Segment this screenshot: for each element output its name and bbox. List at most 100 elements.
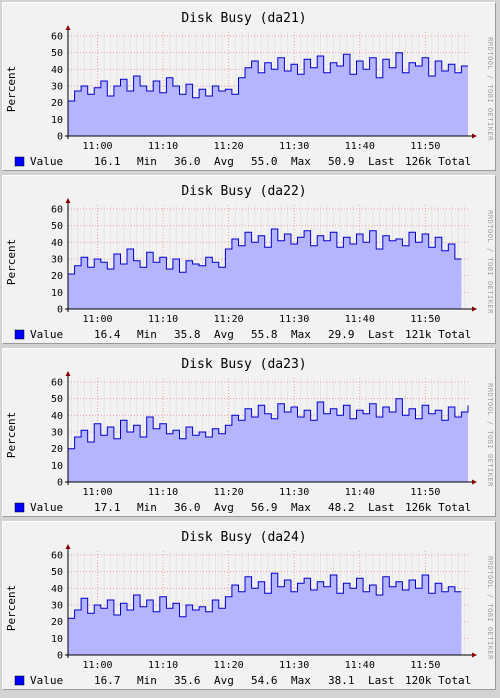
legend-last-value: 17.1 bbox=[94, 501, 121, 514]
legend-swatch bbox=[14, 502, 25, 513]
legend-max-label: Max bbox=[291, 501, 311, 514]
legend-total: 126k Total bbox=[405, 155, 471, 168]
x-tick-label: 11:40 bbox=[345, 141, 375, 152]
x-tick-label: 11:30 bbox=[279, 141, 309, 152]
x-axis-arrow bbox=[472, 479, 477, 485]
legend-total: 126k Total bbox=[405, 501, 471, 514]
x-axis-arrow bbox=[472, 306, 477, 312]
plot-group: 0 10 20 30 40 50 60 11:00 11:10 11:20 11:30 11:40 11… bbox=[51, 25, 477, 152]
legend-min-label: Min bbox=[137, 501, 157, 514]
graph-panel-da21: Disk Busy (da21) Percent RRDTOOL / TOBI … bbox=[2, 2, 496, 171]
y-axis-arrow bbox=[65, 371, 71, 376]
x-tick-label: 11:50 bbox=[410, 487, 440, 498]
legend-avg-label: Avg bbox=[214, 155, 234, 168]
legend-min-value: 35.6 bbox=[174, 674, 201, 687]
y-tick-label: 50 bbox=[51, 221, 63, 232]
y-tick-label: 40 bbox=[51, 584, 63, 595]
x-tick-label: 11:40 bbox=[345, 660, 375, 671]
legend-total: 121k Total bbox=[405, 328, 471, 341]
x-tick-label: 11:30 bbox=[279, 660, 309, 671]
y-axis-label: Percent bbox=[5, 585, 18, 631]
series-line bbox=[68, 572, 462, 619]
plot-group: 0 10 20 30 40 50 60 11:00 11:10 11:20 11:30 11:40 11… bbox=[51, 198, 477, 325]
x-tick-label: 11:50 bbox=[410, 660, 440, 671]
y-tick-label: 10 bbox=[51, 461, 63, 472]
y-tick-label: 10 bbox=[51, 288, 63, 299]
y-tick-label: 20 bbox=[51, 444, 63, 455]
y-tick-label: 20 bbox=[51, 271, 63, 282]
y-tick-label: 0 bbox=[57, 132, 63, 143]
legend-max-value: 48.2 bbox=[328, 501, 355, 514]
y-tick-label: 0 bbox=[57, 305, 63, 316]
legend-min-value: 36.0 bbox=[174, 501, 201, 514]
series-area bbox=[68, 398, 468, 482]
legend-avg-value: 55.8 bbox=[251, 328, 278, 341]
x-tick-label: 11:10 bbox=[148, 660, 178, 671]
y-axis-arrow bbox=[65, 25, 71, 30]
chart-title: Disk Busy (da22) bbox=[181, 184, 306, 199]
y-tick-label: 60 bbox=[51, 378, 63, 389]
legend-value-label: Value bbox=[30, 674, 63, 687]
legend-max-label: Max bbox=[291, 328, 311, 341]
rrdtool-credit: RRDTOOL / TOBI OETIKER bbox=[486, 210, 494, 314]
legend-last-value: 16.7 bbox=[94, 674, 121, 687]
y-tick-label: 10 bbox=[51, 115, 63, 126]
x-tick-label: 11:00 bbox=[82, 487, 112, 498]
legend-min-label: Min bbox=[137, 674, 157, 687]
legend-max-value: 38.1 bbox=[328, 674, 355, 687]
chart-title: Disk Busy (da23) bbox=[181, 357, 306, 372]
x-tick-label: 11:40 bbox=[345, 314, 375, 325]
chart-da22: Disk Busy (da22) Percent RRDTOOL / TOBI … bbox=[5, 184, 494, 341]
chart-da24: Disk Busy (da24) Percent RRDTOOL / TOBI … bbox=[5, 530, 494, 687]
y-axis-arrow bbox=[65, 544, 71, 549]
y-axis-label: Percent bbox=[5, 412, 18, 458]
x-tick-label: 11:20 bbox=[214, 660, 244, 671]
legend-swatch bbox=[14, 675, 25, 686]
y-tick-label: 0 bbox=[57, 478, 63, 489]
y-tick-label: 40 bbox=[51, 65, 63, 76]
series-area bbox=[68, 229, 462, 309]
y-tick-label: 30 bbox=[51, 82, 63, 93]
y-tick-label: 20 bbox=[51, 98, 63, 109]
y-tick-label: 0 bbox=[57, 651, 63, 662]
rrdtool-credit: RRDTOOL / TOBI OETIKER bbox=[486, 556, 494, 660]
plot-group: 0 10 20 30 40 50 60 11:00 11:10 11:20 11:30 11:40 11… bbox=[51, 371, 477, 498]
y-tick-label: 60 bbox=[51, 551, 63, 562]
chart-title: Disk Busy (da24) bbox=[181, 530, 306, 545]
chart-title: Disk Busy (da21) bbox=[181, 11, 306, 26]
graph-panel-da24: Disk Busy (da24) Percent RRDTOOL / TOBI … bbox=[2, 521, 496, 690]
y-tick-label: 60 bbox=[51, 205, 63, 216]
legend-avg-value: 56.9 bbox=[251, 501, 278, 514]
y-tick-label: 50 bbox=[51, 394, 63, 405]
x-tick-label: 11:20 bbox=[214, 487, 244, 498]
x-tick-label: 11:10 bbox=[148, 141, 178, 152]
y-tick-label: 30 bbox=[51, 255, 63, 266]
y-tick-label: 10 bbox=[51, 634, 63, 645]
legend-avg-value: 55.0 bbox=[251, 155, 278, 168]
legend-swatch bbox=[14, 329, 25, 340]
x-axis-arrow bbox=[472, 133, 477, 139]
graph-panel-da23: Disk Busy (da23) Percent RRDTOOL / TOBI … bbox=[2, 348, 496, 517]
chart-da21: Disk Busy (da21) Percent RRDTOOL / TOBI … bbox=[5, 11, 494, 168]
x-axis-arrow bbox=[472, 652, 477, 658]
plot-group: 0 10 20 30 40 50 60 11:00 11:10 11:20 11:30 11:40 11… bbox=[51, 544, 477, 671]
series-line bbox=[68, 52, 468, 102]
x-tick-label: 11:50 bbox=[410, 141, 440, 152]
rrdtool-credit: RRDTOOL / TOBI OETIKER bbox=[486, 383, 494, 487]
y-tick-label: 40 bbox=[51, 238, 63, 249]
legend-value-label: Value bbox=[30, 501, 63, 514]
legend-max-label: Max bbox=[291, 155, 311, 168]
x-tick-label: 11:30 bbox=[279, 487, 309, 498]
rrdtool-credit: RRDTOOL / TOBI OETIKER bbox=[486, 37, 494, 141]
x-tick-label: 11:10 bbox=[148, 487, 178, 498]
legend-value-label: Value bbox=[30, 155, 63, 168]
legend-avg-value: 54.6 bbox=[251, 674, 278, 687]
legend-min-value: 35.8 bbox=[174, 328, 201, 341]
y-tick-label: 60 bbox=[51, 32, 63, 43]
y-tick-label: 40 bbox=[51, 411, 63, 422]
legend-value-label: Value bbox=[30, 328, 63, 341]
graph-panel-da22: Disk Busy (da22) Percent RRDTOOL / TOBI … bbox=[2, 175, 496, 344]
x-tick-label: 11:20 bbox=[214, 314, 244, 325]
x-tick-label: 11:30 bbox=[279, 314, 309, 325]
y-axis-label: Percent bbox=[5, 66, 18, 112]
